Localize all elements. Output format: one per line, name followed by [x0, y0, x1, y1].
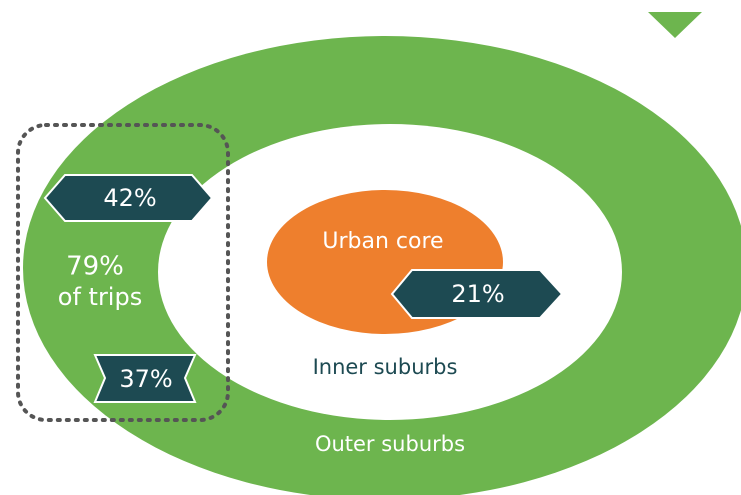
zone-label: Outer suburbs [315, 432, 465, 456]
group-caption: of trips [58, 283, 142, 311]
group-outline [16, 123, 230, 422]
badge-label: 21% [451, 280, 504, 308]
badge [93, 354, 197, 403]
zone-label: Inner suburbs [313, 355, 458, 379]
badge [43, 174, 214, 222]
badge [390, 269, 564, 319]
badge-label: 37% [119, 365, 172, 393]
badge-label: 42% [103, 184, 156, 212]
arrow-marker [648, 12, 702, 38]
group-share: 79% [66, 252, 124, 282]
zone-label: Urban core [322, 229, 443, 254]
